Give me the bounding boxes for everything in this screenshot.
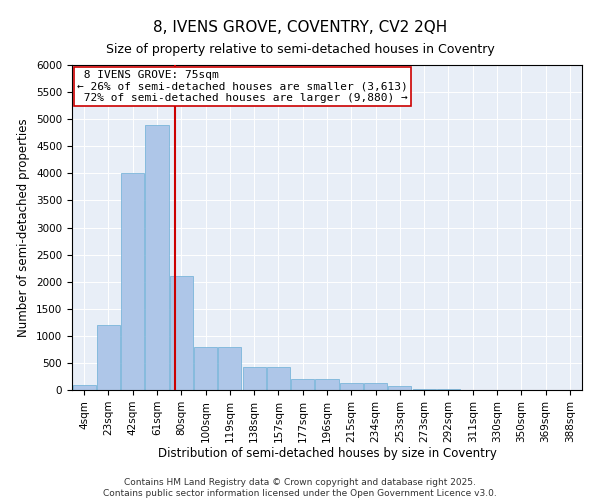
Bar	[267, 367, 290, 390]
Bar	[97, 325, 120, 390]
Bar	[121, 174, 144, 390]
Bar	[316, 379, 338, 390]
Bar	[218, 346, 241, 390]
Text: 8 IVENS GROVE: 75sqm
← 26% of semi-detached houses are smaller (3,613)
 72% of s: 8 IVENS GROVE: 75sqm ← 26% of semi-detac…	[77, 70, 408, 103]
Bar	[291, 379, 314, 390]
Text: Contains HM Land Registry data © Crown copyright and database right 2025.
Contai: Contains HM Land Registry data © Crown c…	[103, 478, 497, 498]
Text: Size of property relative to semi-detached houses in Coventry: Size of property relative to semi-detach…	[106, 42, 494, 56]
Bar	[340, 383, 363, 390]
X-axis label: Distribution of semi-detached houses by size in Coventry: Distribution of semi-detached houses by …	[158, 448, 496, 460]
Bar	[242, 367, 266, 390]
Bar	[388, 386, 412, 390]
Bar	[364, 383, 387, 390]
Bar	[73, 384, 95, 390]
Y-axis label: Number of semi-detached properties: Number of semi-detached properties	[17, 118, 31, 337]
Text: 8, IVENS GROVE, COVENTRY, CV2 2QH: 8, IVENS GROVE, COVENTRY, CV2 2QH	[153, 20, 447, 35]
Bar	[194, 346, 217, 390]
Bar	[145, 124, 169, 390]
Bar	[170, 276, 193, 390]
